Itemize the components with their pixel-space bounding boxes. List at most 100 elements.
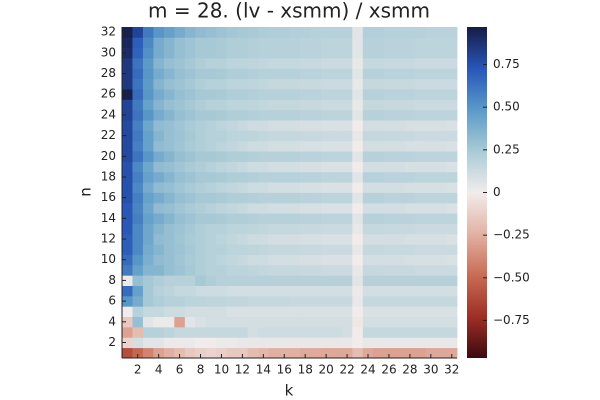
heatmap-cell	[299, 244, 311, 255]
heatmap-cell	[205, 151, 217, 162]
heatmap-cell	[425, 254, 437, 266]
heatmap-cell	[268, 182, 280, 193]
heatmap-cell	[226, 306, 238, 318]
heatmap-cell	[268, 306, 280, 318]
heatmap-cell	[331, 264, 343, 276]
heatmap-cell	[153, 306, 165, 318]
heatmap-cell	[132, 233, 144, 245]
heatmap-cell	[122, 306, 133, 318]
heatmap-cell	[122, 161, 133, 173]
heatmap-cell	[383, 37, 395, 49]
heatmap-cell	[331, 295, 343, 307]
heatmap-cell	[320, 120, 332, 131]
heatmap-cell	[373, 130, 385, 142]
heatmap-cell	[195, 161, 207, 173]
heatmap-cell	[331, 192, 343, 204]
y-tick-label: 8	[108, 273, 116, 287]
heatmap-cell	[310, 89, 322, 100]
heatmap-cell	[258, 161, 269, 173]
heatmap-cell	[341, 223, 353, 235]
heatmap-cell	[394, 295, 406, 307]
heatmap-cell	[258, 130, 269, 142]
heatmap-cell	[132, 161, 144, 173]
heatmap-cell	[404, 161, 416, 173]
heatmap-cell	[279, 78, 290, 90]
heatmap-cell	[394, 337, 406, 349]
heatmap-cell	[195, 295, 207, 307]
heatmap-cell	[436, 202, 447, 214]
heatmap-cell	[163, 182, 175, 193]
heatmap-cell	[425, 37, 437, 49]
heatmap-cell	[174, 306, 186, 318]
heatmap-cell	[258, 264, 269, 276]
heatmap-cell	[153, 326, 165, 338]
heatmap-cell	[184, 120, 196, 131]
heatmap-cell	[132, 58, 144, 69]
heatmap-cell	[237, 130, 249, 142]
heatmap-cell	[331, 68, 343, 80]
heatmap-cell	[142, 120, 154, 131]
heatmap-cell	[122, 99, 133, 111]
heatmap-cell	[373, 68, 385, 80]
heatmap-cell	[446, 37, 458, 49]
heatmap-cell	[258, 140, 269, 152]
heatmap-cell	[237, 109, 249, 121]
heatmap-cell	[205, 347, 217, 359]
heatmap-cell	[394, 347, 406, 359]
heatmap-cell	[394, 233, 406, 245]
heatmap-cell	[436, 27, 447, 38]
heatmap-cell	[163, 316, 175, 328]
heatmap-cell	[184, 213, 196, 224]
heatmap-cell	[425, 99, 437, 111]
heatmap-cell	[226, 285, 238, 297]
heatmap-cell	[415, 27, 426, 38]
heatmap-cell	[310, 285, 322, 297]
heatmap-cell	[216, 99, 228, 111]
heatmap-cell	[184, 58, 196, 69]
heatmap-cell	[341, 213, 353, 224]
heatmap-cell	[216, 254, 228, 266]
heatmap-cell	[341, 316, 353, 328]
heatmap-cell	[394, 192, 406, 204]
heatmap-cell	[362, 27, 374, 38]
heatmap-cell	[404, 182, 416, 193]
heatmap-cell	[320, 47, 332, 59]
heatmap-cell	[289, 27, 301, 38]
heatmap-cell	[415, 130, 426, 142]
y-tick-label: 4	[108, 314, 116, 328]
heatmap-cell	[216, 140, 228, 152]
heatmap-cell	[122, 326, 133, 338]
heatmap-cell	[268, 337, 280, 349]
heatmap-cell	[142, 326, 154, 338]
heatmap-cell	[446, 27, 458, 38]
heatmap-cell	[425, 151, 437, 162]
heatmap-cell	[446, 171, 458, 183]
heatmap-cell	[132, 295, 144, 307]
heatmap-cell	[436, 306, 447, 318]
heatmap-cell	[174, 264, 186, 276]
heatmap-cell	[205, 326, 217, 338]
heatmap-cell	[289, 244, 301, 255]
heatmap-cell	[425, 337, 437, 349]
heatmap-cell	[153, 264, 165, 276]
heatmap-cell	[153, 213, 165, 224]
x-tick-label: 12	[235, 363, 250, 377]
heatmap-cell	[446, 78, 458, 90]
heatmap-cell	[122, 192, 133, 204]
heatmap-cell	[132, 285, 144, 297]
heatmap-cell	[174, 337, 186, 349]
heatmap-cell	[226, 326, 238, 338]
heatmap-cell	[352, 89, 364, 100]
heatmap-cell	[216, 151, 228, 162]
heatmap-cell	[279, 120, 290, 131]
heatmap-cell	[299, 37, 311, 49]
heatmap-cell	[289, 151, 301, 162]
heatmap-cell	[415, 78, 426, 90]
heatmap-cell	[289, 171, 301, 183]
heatmap-cell	[362, 202, 374, 214]
heatmap-cell	[362, 47, 374, 59]
heatmap-cell	[247, 151, 259, 162]
heatmap-cell	[299, 58, 311, 69]
heatmap-cell	[237, 182, 249, 193]
chart-title: m = 28. (lv - xsmm) / xsmm	[148, 0, 430, 23]
